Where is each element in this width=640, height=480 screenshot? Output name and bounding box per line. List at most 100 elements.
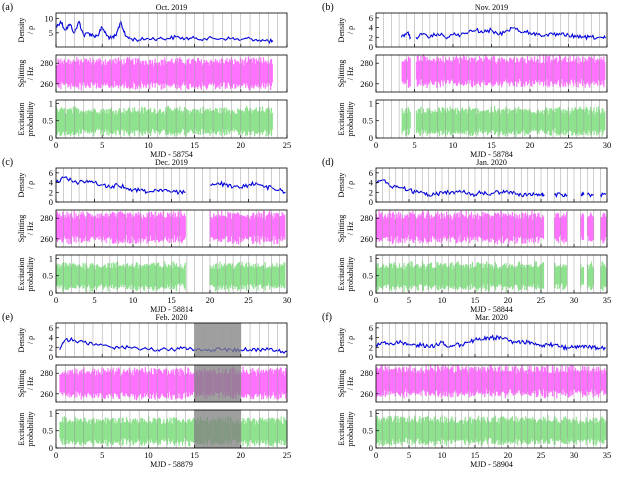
y-tick-label: 0.5 — [362, 116, 373, 126]
y-tick-label: 280 — [40, 368, 53, 378]
ylabel-line2: probability — [26, 411, 35, 446]
x-tick-label: 5 — [100, 140, 104, 150]
splitting-frame — [375, 209, 608, 248]
ylabel-line2: probability — [346, 411, 355, 446]
x-tick-label: 15 — [471, 295, 480, 305]
density-series — [375, 334, 607, 352]
panel-label: (f) — [322, 312, 332, 323]
ylabel-line1: Excitation — [337, 413, 346, 446]
ylabel-line1: Splitting — [337, 370, 346, 398]
y-tick-label: 2 — [49, 187, 53, 197]
y-tick-label: 280 — [360, 368, 373, 378]
splitting-series — [55, 210, 286, 245]
y-tick-label: 2 — [369, 342, 373, 352]
y-tick-label: 0 — [369, 443, 373, 453]
panel-label: (c) — [2, 157, 13, 168]
y-tick-label: 1 — [49, 408, 53, 418]
splitting-series — [59, 366, 288, 401]
y-tick-label: 280 — [40, 213, 53, 223]
x-tick-label: 25 — [537, 450, 546, 460]
ylabel-line1: Excitation — [337, 103, 346, 136]
y-tick-label: 260 — [360, 79, 373, 89]
ylabel-line2: / Hz — [346, 376, 355, 390]
excitation-ylabel: Excitation probability — [17, 411, 35, 446]
panel-title: Jan. 2020 — [476, 158, 507, 167]
splitting-frame — [55, 364, 288, 403]
y-tick-label: 0 — [49, 443, 53, 453]
splitting-ylabel: Splitting / Hz — [337, 60, 355, 88]
y-tick-label: 1 — [49, 98, 53, 108]
density-series — [400, 26, 606, 41]
splitting-ylabel: Splitting / Hz — [17, 215, 35, 243]
density-frame — [375, 167, 608, 203]
excitation-frame — [375, 254, 608, 294]
y-tick-label: 0 — [369, 288, 373, 298]
y-tick-label: 6 — [49, 168, 53, 178]
panel-label: (d) — [322, 157, 334, 168]
y-tick-label: 2 — [369, 32, 373, 42]
density-ylabel: Density / ρ — [17, 328, 35, 353]
excitation-series — [55, 106, 273, 137]
splitting-ylabel: Splitting / Hz — [17, 370, 35, 398]
ylabel-line2: / Hz — [26, 376, 35, 390]
x-tick-label: 35 — [603, 450, 612, 460]
y-tick-label: 5 — [49, 28, 53, 38]
x-tick-label: 10 — [129, 295, 138, 305]
excitation-series — [375, 260, 607, 292]
excitation-ylabel: Excitation probability — [337, 101, 355, 136]
ylabel-line1: Density — [337, 18, 346, 43]
y-tick-label: 6 — [369, 323, 373, 333]
ylabel-line1: Density — [17, 18, 26, 43]
x-tick-label: 5 — [407, 295, 411, 305]
density-series — [55, 176, 286, 195]
x-tick-label: 15 — [190, 450, 199, 460]
y-tick-label: 0 — [49, 288, 53, 298]
ylabel-line1: Splitting — [337, 60, 346, 88]
ylabel-line2: / ρ — [26, 26, 35, 34]
y-tick-label: 260 — [40, 234, 53, 244]
x-axis-label: MJD - 58904 — [470, 460, 513, 469]
x-tick-label: 5 — [92, 295, 96, 305]
x-axis-label: MJD - 58844 — [470, 305, 513, 314]
density-ylabel: Density / ρ — [337, 173, 355, 198]
x-tick-label: 30 — [570, 295, 579, 305]
y-tick-label: 0.5 — [362, 426, 373, 436]
excitation-subplot: 0 0.5 1 Excitation probability 0 5 10 15 20 25 MJD … — [17, 98, 291, 159]
x-axis-label: MJD - 58754 — [150, 150, 193, 159]
x-tick-label: 20 — [504, 450, 513, 460]
x-tick-label: 10 — [144, 140, 153, 150]
y-tick-label: 0 — [369, 133, 373, 143]
density-frame — [55, 322, 288, 358]
y-tick-label: 2 — [49, 342, 53, 352]
splitting-subplot: 260 280 Splitting / Hz — [17, 209, 288, 248]
x-tick-label: 30 — [283, 295, 292, 305]
y-tick-label: 4 — [369, 333, 374, 343]
x-tick-label: 0 — [374, 450, 378, 460]
x-tick-label: 5 — [407, 450, 411, 460]
y-tick-label: 280 — [40, 58, 53, 68]
ylabel-line2: / ρ — [346, 181, 355, 189]
shaded-region — [194, 409, 242, 449]
excitation-series — [401, 106, 606, 137]
ylabel-line2: / Hz — [26, 66, 35, 80]
density-ylabel: Density / ρ — [17, 173, 35, 198]
x-tick-label: 15 — [487, 140, 496, 150]
x-tick-label: 20 — [237, 450, 246, 460]
x-axis-label: MJD - 58879 — [150, 460, 193, 469]
excitation-subplot: 0 0.5 1 Excitation probability 0 5 10 15 20 25 30 MJ… — [17, 253, 291, 314]
y-tick-label: 2 — [369, 187, 373, 197]
splitting-ylabel: Splitting / Hz — [337, 370, 355, 398]
density-series — [375, 179, 607, 198]
x-tick-label: 0 — [54, 450, 58, 460]
ylabel-line2: probability — [26, 256, 35, 291]
shaded-region — [194, 364, 242, 403]
x-tick-label: 10 — [438, 450, 447, 460]
